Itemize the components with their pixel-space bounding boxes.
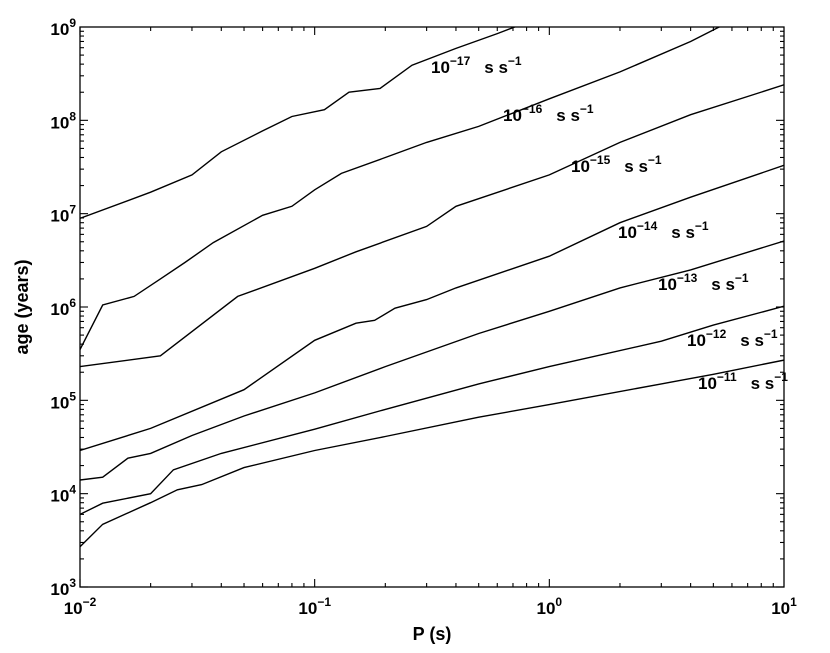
x-axis-title: P (s) <box>413 624 452 644</box>
series-line-6 <box>80 305 784 516</box>
series-line-4 <box>80 164 784 452</box>
curve-label-2: 10−16 s s−1 <box>503 102 594 125</box>
curve-label-6: 10−12 s s−1 <box>687 327 778 350</box>
x-tick-label-4: 101 <box>771 595 797 618</box>
curve-label-4: 10−14 s s−1 <box>618 219 709 242</box>
curve-label-7: 10−11 s s−1 <box>698 370 788 393</box>
y-tick-label-5: 107 <box>50 203 76 226</box>
x-tick-label-1: 10−2 <box>64 595 97 618</box>
x-tick-label-2: 10−1 <box>298 595 331 618</box>
y-axis-title: age (years) <box>12 259 32 354</box>
plot-background <box>80 27 784 587</box>
y-tick-label-2: 104 <box>50 483 76 506</box>
series-line-2 <box>80 27 721 350</box>
curves-group <box>80 27 784 548</box>
y-tick-label-6: 108 <box>50 109 76 132</box>
series-line-3 <box>80 84 784 368</box>
series-line-1 <box>80 27 517 220</box>
series-line-5 <box>80 240 784 481</box>
y-tick-label-7: 109 <box>50 16 76 39</box>
curve-label-1: 10−17 s s−1 <box>431 54 522 77</box>
y-tick-label-4: 106 <box>50 296 76 319</box>
plot-frame <box>79 26 785 588</box>
y-tick-label-3: 105 <box>50 389 76 412</box>
curve-labels-group: 10−17 s s−1 10−16 s s−1 10−15 s s−1 10−14 s s−1… <box>431 54 788 393</box>
x-tick-label-3: 100 <box>536 595 562 618</box>
ticks-group: 10−2 10−1 100 101 103 104 105 106 107 108 109 <box>50 16 797 618</box>
series-line-7 <box>80 359 784 548</box>
y-tick-label-1: 103 <box>50 576 76 599</box>
curve-label-3: 10−15 s s−1 <box>571 153 662 176</box>
curve-label-5: 10−13 s s−1 <box>658 271 749 294</box>
